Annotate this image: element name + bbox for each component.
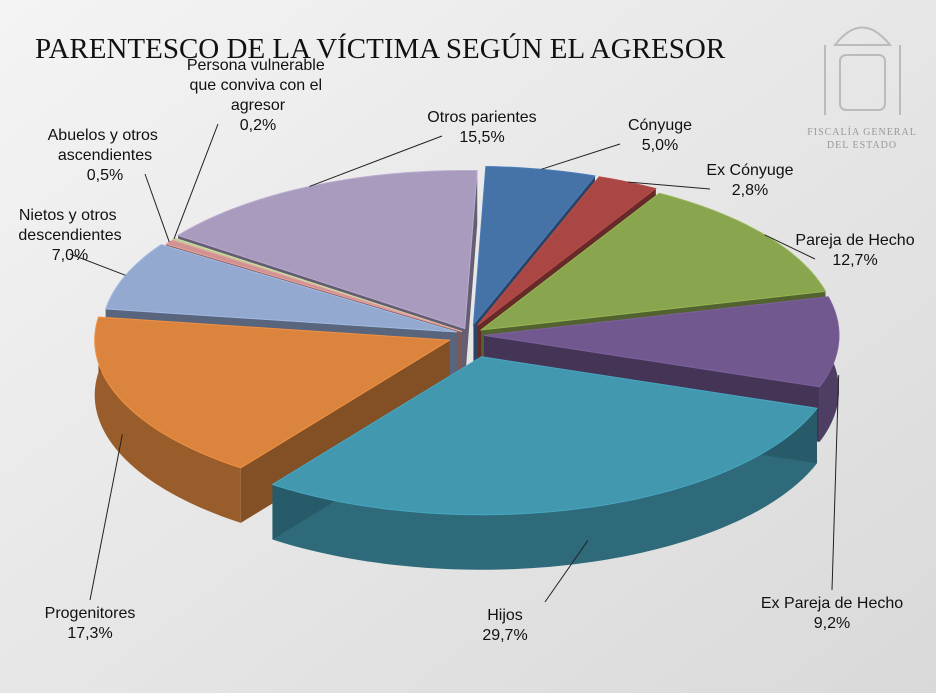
- category-label-line: Hijos: [487, 607, 523, 624]
- logo: [824, 26, 901, 115]
- value-label: 2,8%: [732, 182, 768, 199]
- category-label-line: agresor: [231, 97, 286, 114]
- category-label-line: Nietos y otros: [19, 207, 121, 224]
- category-label-line: Progenitores: [45, 605, 136, 622]
- category-label-line: Pareja de Hecho: [795, 232, 914, 249]
- category-label: Pareja de Hecho: [795, 232, 914, 249]
- pie-slice: [94, 316, 452, 469]
- category-label: Cónyuge: [628, 117, 692, 134]
- value-label: 5,0%: [642, 137, 678, 154]
- leader-line: [173, 123, 219, 240]
- chart-title: PARENTESCO DE LA VÍCTIMA SEGÚN EL AGRESO…: [35, 32, 726, 65]
- leader-line: [144, 173, 170, 243]
- pie-slice-side: [272, 408, 818, 570]
- category-label-line: Abuelos y otros: [48, 127, 163, 144]
- value-label: 0,5%: [87, 167, 123, 184]
- value-label: 29,7%: [482, 627, 527, 644]
- leader-line: [627, 181, 711, 190]
- category-label-line: Persona vulnerable: [187, 57, 329, 74]
- category-label: Persona vulnerable que conviva con el ag…: [187, 57, 329, 114]
- pie-slice: [271, 356, 818, 516]
- leader-line: [831, 375, 840, 591]
- category-label-line: que conviva con el: [190, 77, 327, 94]
- category-label: Progenitores: [45, 605, 136, 622]
- category-label-line: Cónyuge: [628, 117, 692, 134]
- leader-line: [89, 434, 123, 601]
- category-label-line: Ex Cónyuge: [706, 162, 793, 179]
- pie-slice: [472, 165, 596, 326]
- value-label: 9,2%: [814, 615, 850, 632]
- leader-line: [541, 143, 621, 170]
- value-label: 17,3%: [67, 625, 112, 642]
- value-label: 12,7%: [832, 252, 877, 269]
- value-label: 15,5%: [459, 129, 504, 146]
- category-label: Hijos: [487, 607, 523, 624]
- leader-line: [764, 234, 816, 260]
- category-label-line: descendientes: [18, 227, 121, 244]
- pie-slice: [105, 243, 458, 333]
- leader-line: [69, 253, 126, 276]
- logo-text: FISCALÍA GENERAL: [807, 126, 917, 138]
- category-label: Nietos y otros descendientes: [18, 207, 121, 244]
- leader-line: [544, 540, 589, 603]
- category-label: Otros parientes: [427, 109, 536, 126]
- category-label: Ex Cónyuge: [706, 162, 793, 179]
- category-label: Ex Pareja de Hecho: [761, 595, 903, 612]
- leader-line: [309, 135, 443, 187]
- pie-slice-side: [94, 317, 241, 523]
- value-label: 0,2%: [240, 117, 276, 134]
- logo-text: DEL ESTADO: [827, 140, 897, 151]
- category-label-line: ascendientes: [58, 147, 152, 164]
- value-label: 7,0%: [52, 247, 88, 264]
- pie-slice: [483, 296, 840, 388]
- category-label: Abuelos y otros ascendientes: [48, 127, 163, 164]
- category-label-line: Otros parientes: [427, 109, 536, 126]
- category-label-line: Ex Pareja de Hecho: [761, 595, 903, 612]
